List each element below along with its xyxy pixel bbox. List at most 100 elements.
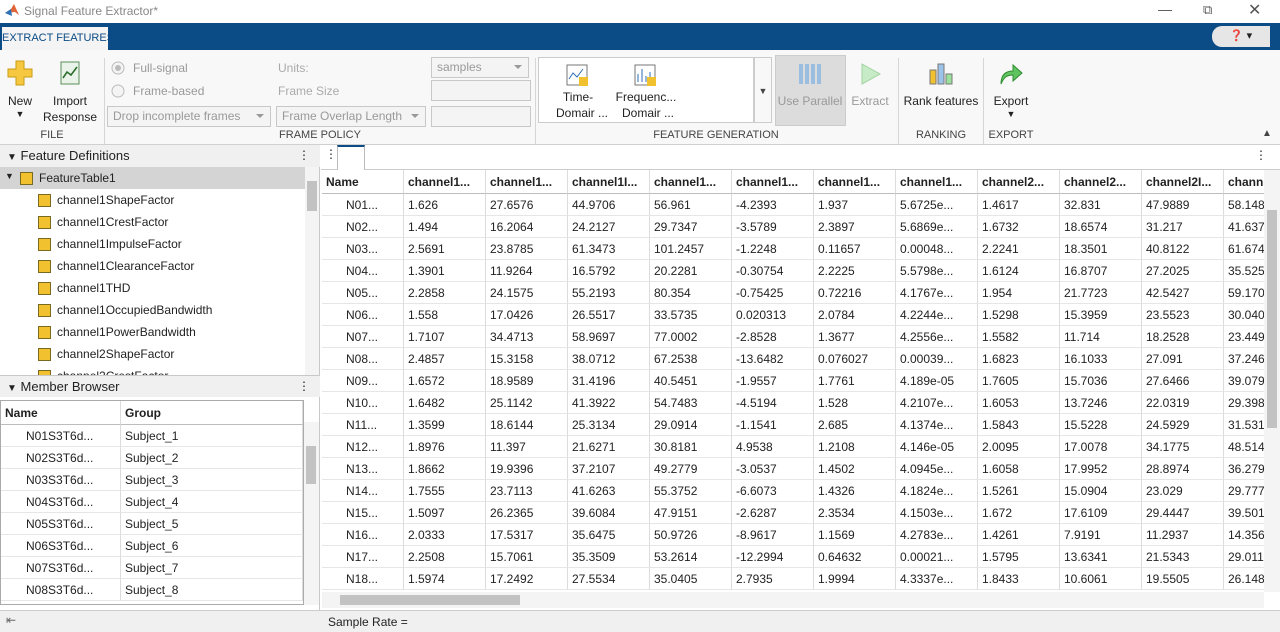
table-cell[interactable]: 2.7935 bbox=[732, 568, 814, 590]
table-cell[interactable]: 1.6124 bbox=[978, 260, 1060, 282]
gallery-label[interactable]: Domair ... bbox=[621, 106, 675, 120]
table-cell[interactable]: N03S3T6d... bbox=[1, 469, 121, 491]
new-button[interactable]: New bbox=[7, 94, 33, 108]
table-cell[interactable]: 22.0319 bbox=[1142, 392, 1224, 414]
table-cell[interactable]: 1.6572 bbox=[404, 370, 486, 392]
column-header[interactable]: Name bbox=[322, 170, 404, 194]
gallery-label[interactable]: Frequenc... bbox=[615, 90, 677, 104]
table-cell[interactable]: 4.1767e... bbox=[896, 282, 978, 304]
time-icon[interactable] bbox=[566, 64, 590, 88]
table-cell[interactable]: 30.040 bbox=[1224, 304, 1264, 326]
table-cell[interactable]: -13.6482 bbox=[732, 348, 814, 370]
table-cell[interactable]: 17.5317 bbox=[486, 524, 568, 546]
table-cell[interactable]: 1.6053 bbox=[978, 392, 1060, 414]
table-cell[interactable]: 15.0904 bbox=[1060, 480, 1142, 502]
collapse-left[interactable]: ⇤ bbox=[6, 613, 17, 627]
table-cell[interactable]: 4.0945e... bbox=[896, 458, 978, 480]
table-cell[interactable]: 53.2614 bbox=[650, 546, 732, 568]
table-cell[interactable]: -2.8528 bbox=[732, 326, 814, 348]
table-cell[interactable]: 35.6475 bbox=[568, 524, 650, 546]
table-cell[interactable]: 1.5097 bbox=[404, 502, 486, 524]
table-cell[interactable]: 2.2225 bbox=[814, 260, 896, 282]
restore[interactable]: ⧉ bbox=[1203, 2, 1213, 17]
table-cell[interactable]: 1.1569 bbox=[814, 524, 896, 546]
column-header[interactable]: channel2I... bbox=[1142, 170, 1224, 194]
table-cell[interactable]: 21.6271 bbox=[568, 436, 650, 458]
table-cell[interactable]: 29.777 bbox=[1224, 480, 1264, 502]
rank-icon[interactable] bbox=[928, 62, 954, 86]
table-cell[interactable]: 35.0405 bbox=[650, 568, 732, 590]
table-cell[interactable]: 39.501 bbox=[1224, 502, 1264, 524]
table-cell[interactable]: 1.6732 bbox=[978, 216, 1060, 238]
table-cell[interactable]: 1.626 bbox=[404, 194, 486, 216]
table-cell[interactable]: 11.9264 bbox=[486, 260, 568, 282]
input[interactable] bbox=[431, 80, 531, 101]
table-cell[interactable]: 1.4617 bbox=[978, 194, 1060, 216]
table-cell[interactable]: N18... bbox=[322, 568, 404, 590]
dropdown[interactable]: Frame Overlap Length bbox=[276, 106, 426, 127]
table-cell[interactable]: 1.5261 bbox=[978, 480, 1060, 502]
table-cell[interactable]: 0.64632 bbox=[814, 546, 896, 568]
scrollbar[interactable] bbox=[1264, 170, 1280, 592]
table-cell[interactable]: 1.7555 bbox=[404, 480, 486, 502]
table-cell[interactable]: 41.637 bbox=[1224, 216, 1264, 238]
gallery-expand[interactable]: ▼ bbox=[754, 57, 772, 123]
panel-menu[interactable]: ⋮ bbox=[298, 148, 310, 162]
table-cell[interactable]: Subject_7 bbox=[121, 557, 303, 579]
table-cell[interactable]: 19.5505 bbox=[1142, 568, 1224, 590]
tree-row[interactable]: channel1THD bbox=[0, 277, 305, 299]
table-cell[interactable]: 31.4196 bbox=[568, 370, 650, 392]
table-cell[interactable]: -3.0537 bbox=[732, 458, 814, 480]
table-cell[interactable]: 23.7113 bbox=[486, 480, 568, 502]
radio[interactable] bbox=[111, 61, 125, 101]
column-header[interactable]: channel1... bbox=[814, 170, 896, 194]
table-cell[interactable]: Subject_6 bbox=[121, 535, 303, 557]
table-cell[interactable]: 1.2108 bbox=[814, 436, 896, 458]
table-cell[interactable]: N07S3T6d... bbox=[1, 557, 121, 579]
table-cell[interactable]: 4.1374e... bbox=[896, 414, 978, 436]
table-cell[interactable]: 1.494 bbox=[404, 216, 486, 238]
tree-row[interactable]: ▼ FeatureTable1 bbox=[0, 167, 305, 189]
table-cell[interactable]: 50.9726 bbox=[650, 524, 732, 546]
table-cell[interactable]: 80.354 bbox=[650, 282, 732, 304]
table-cell[interactable]: 1.4261 bbox=[978, 524, 1060, 546]
table-cell[interactable]: -4.2393 bbox=[732, 194, 814, 216]
table-cell[interactable]: 58.148 bbox=[1224, 194, 1264, 216]
table-cell[interactable]: 25.3134 bbox=[568, 414, 650, 436]
dropdown-arrow[interactable]: ▼ bbox=[1006, 109, 1016, 119]
table-cell[interactable]: 35.525 bbox=[1224, 260, 1264, 282]
column-header[interactable]: chann bbox=[1224, 170, 1264, 194]
table-cell[interactable]: 38.0712 bbox=[568, 348, 650, 370]
column-header[interactable]: channel1... bbox=[486, 170, 568, 194]
collapse[interactable]: ▲ bbox=[1262, 128, 1272, 139]
table-cell[interactable]: Subject_3 bbox=[121, 469, 303, 491]
table-cell[interactable]: 30.8181 bbox=[650, 436, 732, 458]
table-cell[interactable]: N12... bbox=[322, 436, 404, 458]
table-cell[interactable]: 28.8974 bbox=[1142, 458, 1224, 480]
extract-button[interactable]: Extract bbox=[851, 94, 889, 108]
table-cell[interactable]: -3.5789 bbox=[732, 216, 814, 238]
table-cell[interactable]: 1.7605 bbox=[978, 370, 1060, 392]
tree-row[interactable]: channel1ImpulseFactor bbox=[0, 233, 305, 255]
table-cell[interactable]: 18.9589 bbox=[486, 370, 568, 392]
table-cell[interactable]: 0.00021... bbox=[896, 546, 978, 568]
table-cell[interactable]: 34.4713 bbox=[486, 326, 568, 348]
column-header[interactable]: channel1... bbox=[732, 170, 814, 194]
column-header[interactable]: channel2... bbox=[1060, 170, 1142, 194]
table-cell[interactable]: 4.3337e... bbox=[896, 568, 978, 590]
table-cell[interactable]: Subject_2 bbox=[121, 447, 303, 469]
table-cell[interactable]: 20.2281 bbox=[650, 260, 732, 282]
table-cell[interactable]: 17.6109 bbox=[1060, 502, 1142, 524]
table-cell[interactable]: 33.5735 bbox=[650, 304, 732, 326]
table-cell[interactable]: 47.9889 bbox=[1142, 194, 1224, 216]
table-cell[interactable]: 2.2241 bbox=[978, 238, 1060, 260]
table-cell[interactable]: 23.8785 bbox=[486, 238, 568, 260]
table-cell[interactable]: 11.2937 bbox=[1142, 524, 1224, 546]
table-cell[interactable]: 101.2457 bbox=[650, 238, 732, 260]
table-cell[interactable]: 0.00039... bbox=[896, 348, 978, 370]
table-cell[interactable]: 5.6725e... bbox=[896, 194, 978, 216]
table-cell[interactable]: 49.2779 bbox=[650, 458, 732, 480]
table-cell[interactable]: N09... bbox=[322, 370, 404, 392]
radio-label[interactable]: Frame-based bbox=[133, 84, 205, 98]
table-cell[interactable]: -2.6287 bbox=[732, 502, 814, 524]
